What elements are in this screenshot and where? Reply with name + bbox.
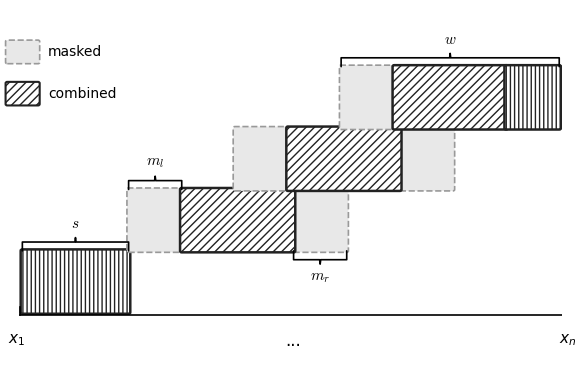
Text: $x_1$: $x_1$ bbox=[8, 332, 25, 347]
Text: $m_r$: $m_r$ bbox=[310, 270, 330, 285]
Text: ...: ... bbox=[286, 332, 302, 350]
FancyBboxPatch shape bbox=[286, 126, 402, 191]
Text: $s$: $s$ bbox=[71, 216, 80, 232]
FancyBboxPatch shape bbox=[398, 126, 455, 191]
FancyBboxPatch shape bbox=[180, 188, 295, 252]
Text: $w$: $w$ bbox=[444, 32, 457, 47]
FancyBboxPatch shape bbox=[292, 188, 349, 252]
FancyBboxPatch shape bbox=[233, 126, 290, 191]
Text: $m_l$: $m_l$ bbox=[146, 155, 164, 170]
FancyBboxPatch shape bbox=[392, 65, 508, 129]
FancyBboxPatch shape bbox=[21, 249, 130, 314]
FancyBboxPatch shape bbox=[339, 65, 396, 129]
FancyBboxPatch shape bbox=[505, 65, 561, 129]
FancyBboxPatch shape bbox=[127, 188, 183, 252]
Text: masked: masked bbox=[48, 45, 102, 59]
Text: $x_n$: $x_n$ bbox=[559, 332, 576, 347]
FancyBboxPatch shape bbox=[6, 82, 40, 105]
FancyBboxPatch shape bbox=[6, 40, 40, 64]
Text: combined: combined bbox=[48, 87, 117, 101]
